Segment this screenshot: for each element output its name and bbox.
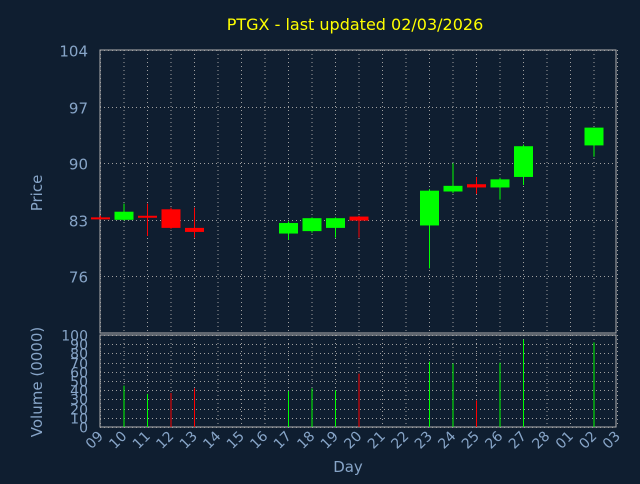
day-tick-label: 11	[130, 429, 154, 453]
volume-tick-label: 90	[70, 338, 88, 354]
day-tick-label: 17	[271, 429, 295, 453]
day-tick-label: 02	[576, 429, 600, 453]
day-tick-label: 26	[482, 428, 506, 452]
candle-body	[514, 146, 533, 177]
day-tick-label: 13	[177, 429, 201, 453]
price-tick-label: 104	[59, 43, 88, 61]
day-axis-label: Day	[333, 458, 363, 476]
price-tick-label: 97	[69, 100, 88, 118]
candle-body	[490, 179, 510, 188]
day-tick-label: 27	[506, 429, 530, 453]
volume-tick-label: 10	[70, 412, 88, 428]
volume-tick-label: 0	[79, 421, 88, 437]
day-tick-label: 15	[224, 429, 248, 453]
candle-body	[138, 215, 157, 218]
candle-body	[467, 184, 486, 188]
day-tick-label: 25	[459, 429, 483, 453]
volume-tick-label: 80	[70, 347, 88, 363]
day-tick-label: 23	[412, 429, 436, 453]
candle-body	[279, 223, 298, 234]
day-tick-label: 18	[294, 429, 318, 453]
day-tick-label: 10	[106, 429, 130, 453]
candle-body	[114, 211, 134, 220]
day-tick-label: 24	[435, 428, 459, 452]
volume-tick-label: 20	[70, 403, 88, 419]
volume-tick-label: 100	[61, 329, 88, 345]
day-tick-label: 01	[553, 429, 577, 453]
price-tick-label: 76	[69, 269, 88, 287]
day-tick-label: 03	[600, 429, 624, 453]
price-tick-label: 90	[69, 156, 88, 174]
day-tick-label: 12	[153, 429, 177, 453]
candle-body	[420, 190, 439, 226]
volume-panel-frame	[99, 334, 617, 428]
day-tick-label: 28	[529, 429, 553, 453]
candle-body	[161, 209, 181, 228]
volume-tick-label: 50	[70, 375, 88, 391]
day-tick-label: 22	[388, 429, 412, 453]
chart-title: PTGX - last updated 02/03/2026	[227, 15, 484, 34]
day-tick-label: 16	[247, 428, 271, 452]
candle-body	[91, 217, 110, 220]
candle-body	[584, 127, 604, 146]
volume-tick-label: 70	[70, 357, 88, 373]
volume-tick-label: 60	[70, 366, 88, 382]
volume-tick-label: 40	[70, 384, 88, 400]
volume-axis-label: Volume (0000)	[28, 327, 46, 437]
volume-tick-label: 30	[70, 393, 88, 409]
price-axis-label: Price	[28, 175, 46, 212]
candle-body	[443, 185, 463, 192]
candle-body	[302, 218, 322, 232]
day-tick-label: 21	[365, 429, 389, 453]
price-tick-label: 83	[69, 213, 88, 231]
candle-body	[349, 216, 369, 221]
price-panel-frame	[99, 49, 617, 334]
candle-body	[326, 218, 345, 228]
day-tick-label: 14	[200, 428, 224, 452]
day-tick-label: 20	[341, 429, 365, 453]
candle-body	[185, 227, 204, 232]
day-tick-label: 19	[318, 429, 342, 453]
